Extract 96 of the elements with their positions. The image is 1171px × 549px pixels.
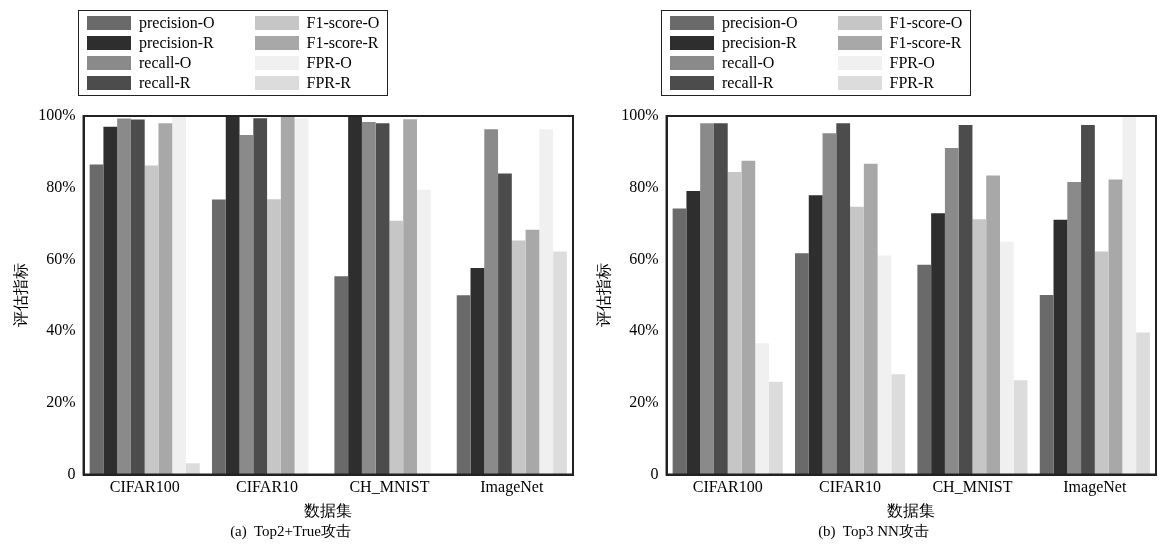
bar bbox=[877, 255, 892, 475]
bar bbox=[267, 199, 281, 475]
bar bbox=[456, 295, 471, 475]
bar bbox=[795, 253, 809, 475]
y-tick-label: 0 bbox=[67, 464, 76, 482]
bar bbox=[334, 276, 349, 475]
bar bbox=[769, 381, 783, 475]
bar bbox=[836, 123, 851, 475]
legend-label: F1-score-R bbox=[889, 34, 962, 52]
legend-label: precision-O bbox=[722, 14, 798, 32]
y-tick-label: 60% bbox=[629, 249, 659, 267]
legend-label: recall-O bbox=[139, 54, 192, 72]
bar bbox=[539, 129, 554, 475]
bar bbox=[375, 123, 390, 475]
legend-label: F1-score-R bbox=[306, 34, 379, 52]
y-tick-label: 100% bbox=[38, 106, 76, 124]
bar bbox=[361, 122, 376, 475]
x-axis-title: 数据集 bbox=[304, 501, 353, 519]
bar bbox=[917, 264, 932, 475]
bar bbox=[944, 147, 959, 475]
bar bbox=[727, 171, 742, 475]
y-tick-label: 100% bbox=[621, 106, 659, 124]
bar bbox=[253, 118, 268, 475]
legend-label: precision-R bbox=[722, 34, 797, 52]
y-axis-title: 评估指标 bbox=[11, 263, 29, 328]
y-tick-label: 80% bbox=[629, 177, 659, 195]
x-tick-label: ImageNet bbox=[1063, 478, 1127, 497]
bar bbox=[403, 119, 417, 475]
legend-label: recall-R bbox=[139, 74, 191, 92]
y-tick-label: 20% bbox=[46, 393, 76, 411]
bar bbox=[1122, 116, 1137, 475]
x-axis-title: 数据集 bbox=[887, 501, 936, 519]
x-tick-label: CIFAR10 bbox=[819, 478, 882, 496]
legend-label: recall-O bbox=[722, 54, 775, 72]
x-tick-label: CIFAR100 bbox=[692, 478, 763, 496]
bar bbox=[672, 208, 687, 475]
y-tick-label: 20% bbox=[629, 393, 659, 411]
bar bbox=[89, 164, 104, 475]
bar bbox=[172, 116, 187, 475]
bar bbox=[1108, 179, 1123, 475]
bar bbox=[972, 219, 987, 475]
bar bbox=[117, 118, 131, 475]
bar bbox=[822, 133, 837, 475]
legend-label: FPR-R bbox=[889, 74, 934, 92]
y-tick-label: 60% bbox=[46, 249, 76, 267]
y-tick-label: 40% bbox=[629, 321, 659, 339]
legend-label: FPR-R bbox=[306, 74, 351, 92]
x-tick-label: CH_MNIST bbox=[349, 478, 430, 496]
y-tick-label: 0 bbox=[650, 464, 659, 482]
bar bbox=[986, 175, 1000, 475]
legend-label: recall-R bbox=[722, 74, 774, 92]
bar bbox=[294, 118, 309, 475]
bar bbox=[1039, 294, 1054, 475]
bar bbox=[130, 119, 145, 475]
bar bbox=[144, 165, 159, 475]
legend-label: precision-O bbox=[139, 14, 215, 32]
x-tick-label: CIFAR10 bbox=[236, 478, 299, 496]
x-tick-label: CH_MNIST bbox=[932, 478, 1013, 496]
bar bbox=[212, 199, 226, 475]
legend-label: F1-score-O bbox=[889, 14, 963, 32]
bar bbox=[239, 135, 254, 475]
bar bbox=[389, 220, 404, 475]
x-tick-label: CIFAR100 bbox=[109, 478, 180, 496]
legend-label: FPR-O bbox=[889, 54, 935, 72]
bar bbox=[525, 229, 540, 475]
bar bbox=[891, 374, 906, 475]
bar bbox=[713, 123, 728, 475]
bar bbox=[741, 160, 756, 475]
text: (b) Top3 NN攻击 bbox=[818, 522, 929, 540]
bar bbox=[700, 123, 714, 475]
bar bbox=[498, 173, 512, 475]
bar bbox=[186, 463, 200, 475]
y-axis-title: 评估指标 bbox=[594, 263, 612, 328]
y-tick-label: 80% bbox=[46, 177, 76, 195]
bar bbox=[850, 206, 864, 475]
bar bbox=[158, 123, 173, 475]
bar bbox=[553, 251, 567, 475]
x-tick-label: ImageNet bbox=[480, 478, 544, 497]
bar bbox=[280, 116, 295, 475]
bar bbox=[511, 240, 526, 475]
bar bbox=[1094, 251, 1109, 475]
bar bbox=[755, 343, 770, 475]
legend-label: precision-R bbox=[139, 34, 214, 52]
bar bbox=[1013, 380, 1028, 475]
bar bbox=[1136, 332, 1150, 475]
legend-label: F1-score-O bbox=[306, 14, 380, 32]
bar bbox=[958, 124, 973, 475]
bar bbox=[1081, 124, 1095, 475]
text: (a) Top2+True攻击 bbox=[230, 522, 351, 540]
bar bbox=[999, 241, 1014, 475]
bar bbox=[416, 189, 431, 475]
y-tick-label: 40% bbox=[46, 321, 76, 339]
legend-label: FPR-O bbox=[306, 54, 352, 72]
bar bbox=[484, 129, 499, 475]
bar bbox=[863, 163, 878, 475]
bar bbox=[1067, 181, 1082, 475]
